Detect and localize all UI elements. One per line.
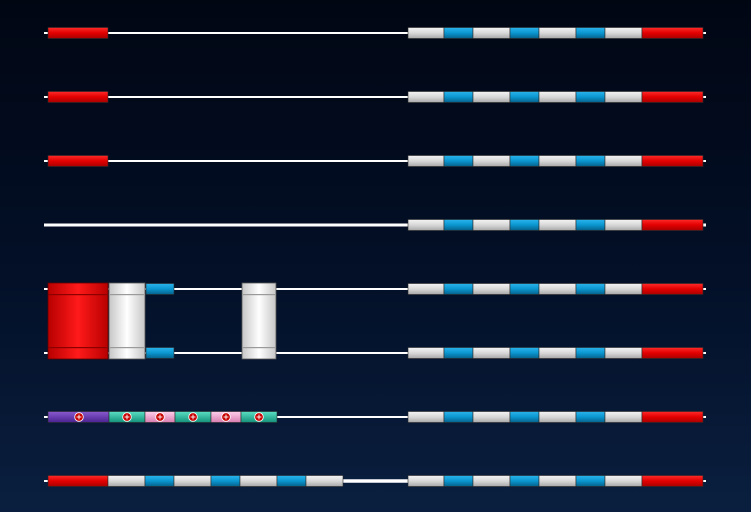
row-4-blue-exon-4: [509, 219, 540, 231]
row-3-gray-exon-3: [472, 155, 511, 167]
row-7-gray-exon-7: [604, 411, 643, 423]
row-8-gray-exon-3: [472, 475, 511, 487]
row-3-gray-exon-5: [538, 155, 577, 167]
row-3-gray-exon-7: [604, 155, 643, 167]
row-6-blue-exon-6: [575, 347, 606, 359]
row-5-red-exon-8: [641, 283, 704, 295]
row-8-left-blue-exon-3: [144, 475, 175, 487]
row-3-blue-exon-2: [443, 155, 474, 167]
row-1-blue-exon-4: [509, 27, 540, 39]
row-2-blue-exon-2: [443, 91, 474, 103]
block-band-top: [48, 294, 108, 296]
row-1-blue-exon-6: [575, 27, 606, 39]
row-5-gray-exon-5: [538, 283, 577, 295]
block-band-bottom: [242, 347, 276, 349]
row-3-blue-exon-4: [509, 155, 540, 167]
row-4-red-exon-8: [641, 219, 704, 231]
row-8-blue-exon-4: [509, 475, 540, 487]
row-8-gray-exon-5: [538, 475, 577, 487]
row-2-gray-exon-5: [538, 91, 577, 103]
row-8-gray-exon-1: [407, 475, 445, 487]
row-1-red-block-left: [47, 27, 109, 39]
row-7-blue-exon-6: [575, 411, 606, 423]
row-3-red-block-left: [47, 155, 109, 167]
row-8-red-exon-8: [641, 475, 704, 487]
row-3-gray-exon-1: [407, 155, 445, 167]
row-4-gray-exon-7: [604, 219, 643, 231]
row-1-gray-exon-1: [407, 27, 445, 39]
row-2-red-exon-8: [641, 91, 704, 103]
row-1-gray-exon-7: [604, 27, 643, 39]
block-band-bottom: [48, 347, 108, 349]
row-1-blue-exon-2: [443, 27, 474, 39]
row-6-blue-exon-left: [145, 347, 175, 359]
row-1-red-exon-8: [641, 27, 704, 39]
row-6-gray-exon-7: [604, 347, 643, 359]
large-gray-block-right: [241, 282, 277, 360]
row-8-blue-exon-6: [575, 475, 606, 487]
row-3-red-exon-8: [641, 155, 704, 167]
row-6-gray-exon-3: [472, 347, 511, 359]
row-5-gray-exon-3: [472, 283, 511, 295]
large-gray-block-left: [108, 282, 146, 360]
row-2-gray-exon-1: [407, 91, 445, 103]
row-4-blue-exon-6: [575, 219, 606, 231]
block-band-bottom: [109, 347, 145, 349]
row-8-left-gray-exon-2: [107, 475, 146, 487]
row-5-blue-exon-6: [575, 283, 606, 295]
row-5-blue-exon-4: [509, 283, 540, 295]
large-red-block: [47, 282, 109, 360]
row-4-blue-exon-2: [443, 219, 474, 231]
block-band-top: [109, 294, 145, 296]
row-4-gray-exon-3: [472, 219, 511, 231]
row-7-red-exon-8: [641, 411, 704, 423]
row-5-gray-exon-1: [407, 283, 445, 295]
row-2-blue-exon-4: [509, 91, 540, 103]
row-7-gray-exon-1: [407, 411, 445, 423]
row-1-gray-exon-5: [538, 27, 577, 39]
row-2-red-block-left: [47, 91, 109, 103]
row-6-blue-exon-4: [509, 347, 540, 359]
row-6-red-exon-8: [641, 347, 704, 359]
row-5-blue-exon-2: [443, 283, 474, 295]
row-5-gray-exon-7: [604, 283, 643, 295]
row-2-blue-exon-6: [575, 91, 606, 103]
row-8-left-gray-exon-4: [173, 475, 212, 487]
row-3-blue-exon-6: [575, 155, 606, 167]
row-4-gray-exon-1: [407, 219, 445, 231]
block-band-top: [242, 294, 276, 296]
row-8-left-gray-exon-6: [239, 475, 278, 487]
row-7-blue-exon-4: [509, 411, 540, 423]
row-4-gray-exon-5: [538, 219, 577, 231]
row-7-gray-exon-3: [472, 411, 511, 423]
row-1-gray-exon-3: [472, 27, 511, 39]
row-6-blue-exon-2: [443, 347, 474, 359]
row-8-left-gray-exon-8: [305, 475, 344, 487]
row-8-blue-exon-2: [443, 475, 474, 487]
row-2-gray-exon-3: [472, 91, 511, 103]
row-6-gray-exon-5: [538, 347, 577, 359]
row-6-gray-exon-1: [407, 347, 445, 359]
row-8-left-blue-exon-5: [210, 475, 241, 487]
row-8-gray-exon-7: [604, 475, 643, 487]
row-8-left-blue-exon-7: [276, 475, 307, 487]
row-7-gray-exon-5: [538, 411, 577, 423]
row-5-blue-exon-left: [145, 283, 175, 295]
row-8-left-red-exon-1: [47, 475, 109, 487]
row-7-blue-exon-2: [443, 411, 474, 423]
row-2-gray-exon-7: [604, 91, 643, 103]
